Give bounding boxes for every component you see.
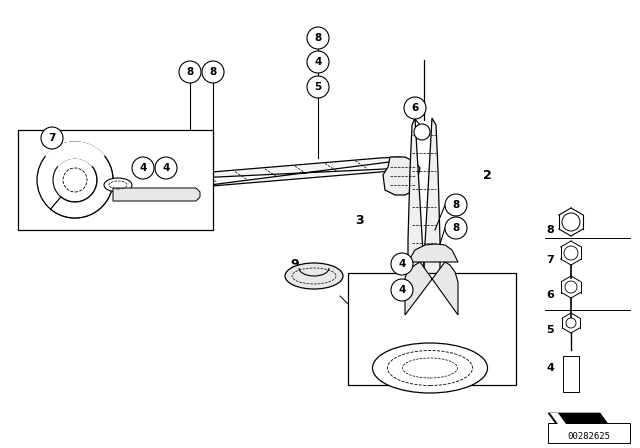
Text: 4: 4: [546, 363, 554, 373]
Text: 6: 6: [412, 103, 419, 113]
Text: 2: 2: [168, 186, 177, 199]
Text: 2: 2: [483, 168, 492, 181]
Polygon shape: [548, 413, 608, 424]
Circle shape: [307, 27, 329, 49]
Text: 4: 4: [398, 285, 406, 295]
Circle shape: [37, 142, 113, 218]
Text: 9: 9: [291, 258, 300, 271]
Circle shape: [445, 217, 467, 239]
Text: 8: 8: [314, 33, 322, 43]
Circle shape: [132, 157, 154, 179]
Ellipse shape: [104, 178, 132, 192]
Text: 00282625: 00282625: [568, 431, 611, 440]
Text: 8: 8: [452, 200, 460, 210]
Text: 7: 7: [546, 255, 554, 265]
Circle shape: [404, 97, 426, 119]
Text: 1: 1: [200, 177, 209, 190]
Text: 6: 6: [546, 290, 554, 300]
Polygon shape: [550, 413, 566, 424]
Circle shape: [307, 76, 329, 98]
Text: 8: 8: [186, 67, 194, 77]
Circle shape: [564, 246, 578, 260]
Circle shape: [391, 279, 413, 301]
Circle shape: [155, 157, 177, 179]
Text: 3: 3: [356, 214, 364, 227]
Circle shape: [445, 194, 467, 216]
Circle shape: [566, 318, 576, 328]
Circle shape: [41, 127, 63, 149]
Text: 4: 4: [163, 163, 170, 173]
Polygon shape: [51, 142, 113, 218]
Text: 4: 4: [398, 259, 406, 269]
Circle shape: [391, 253, 413, 275]
Circle shape: [307, 51, 329, 73]
Circle shape: [202, 61, 224, 83]
Text: 7: 7: [48, 133, 56, 143]
Polygon shape: [113, 188, 200, 201]
Circle shape: [53, 158, 97, 202]
Circle shape: [179, 61, 201, 83]
Text: 8: 8: [546, 225, 554, 235]
Polygon shape: [405, 262, 458, 315]
Text: 4: 4: [314, 57, 322, 67]
Ellipse shape: [372, 343, 488, 393]
FancyBboxPatch shape: [348, 273, 516, 385]
FancyBboxPatch shape: [18, 130, 213, 230]
Polygon shape: [408, 118, 440, 370]
FancyBboxPatch shape: [548, 423, 630, 443]
FancyBboxPatch shape: [563, 356, 579, 392]
Circle shape: [565, 281, 577, 293]
Polygon shape: [46, 142, 104, 166]
Text: 8: 8: [452, 223, 460, 233]
Polygon shape: [155, 157, 405, 192]
Text: 4: 4: [140, 163, 147, 173]
Text: 8: 8: [209, 67, 216, 77]
Ellipse shape: [285, 263, 343, 289]
Text: 5: 5: [314, 82, 322, 92]
Circle shape: [562, 213, 580, 231]
Circle shape: [414, 124, 430, 140]
Text: 5: 5: [546, 325, 554, 335]
Text: 1: 1: [356, 356, 364, 369]
Polygon shape: [383, 157, 420, 195]
Polygon shape: [408, 244, 458, 262]
